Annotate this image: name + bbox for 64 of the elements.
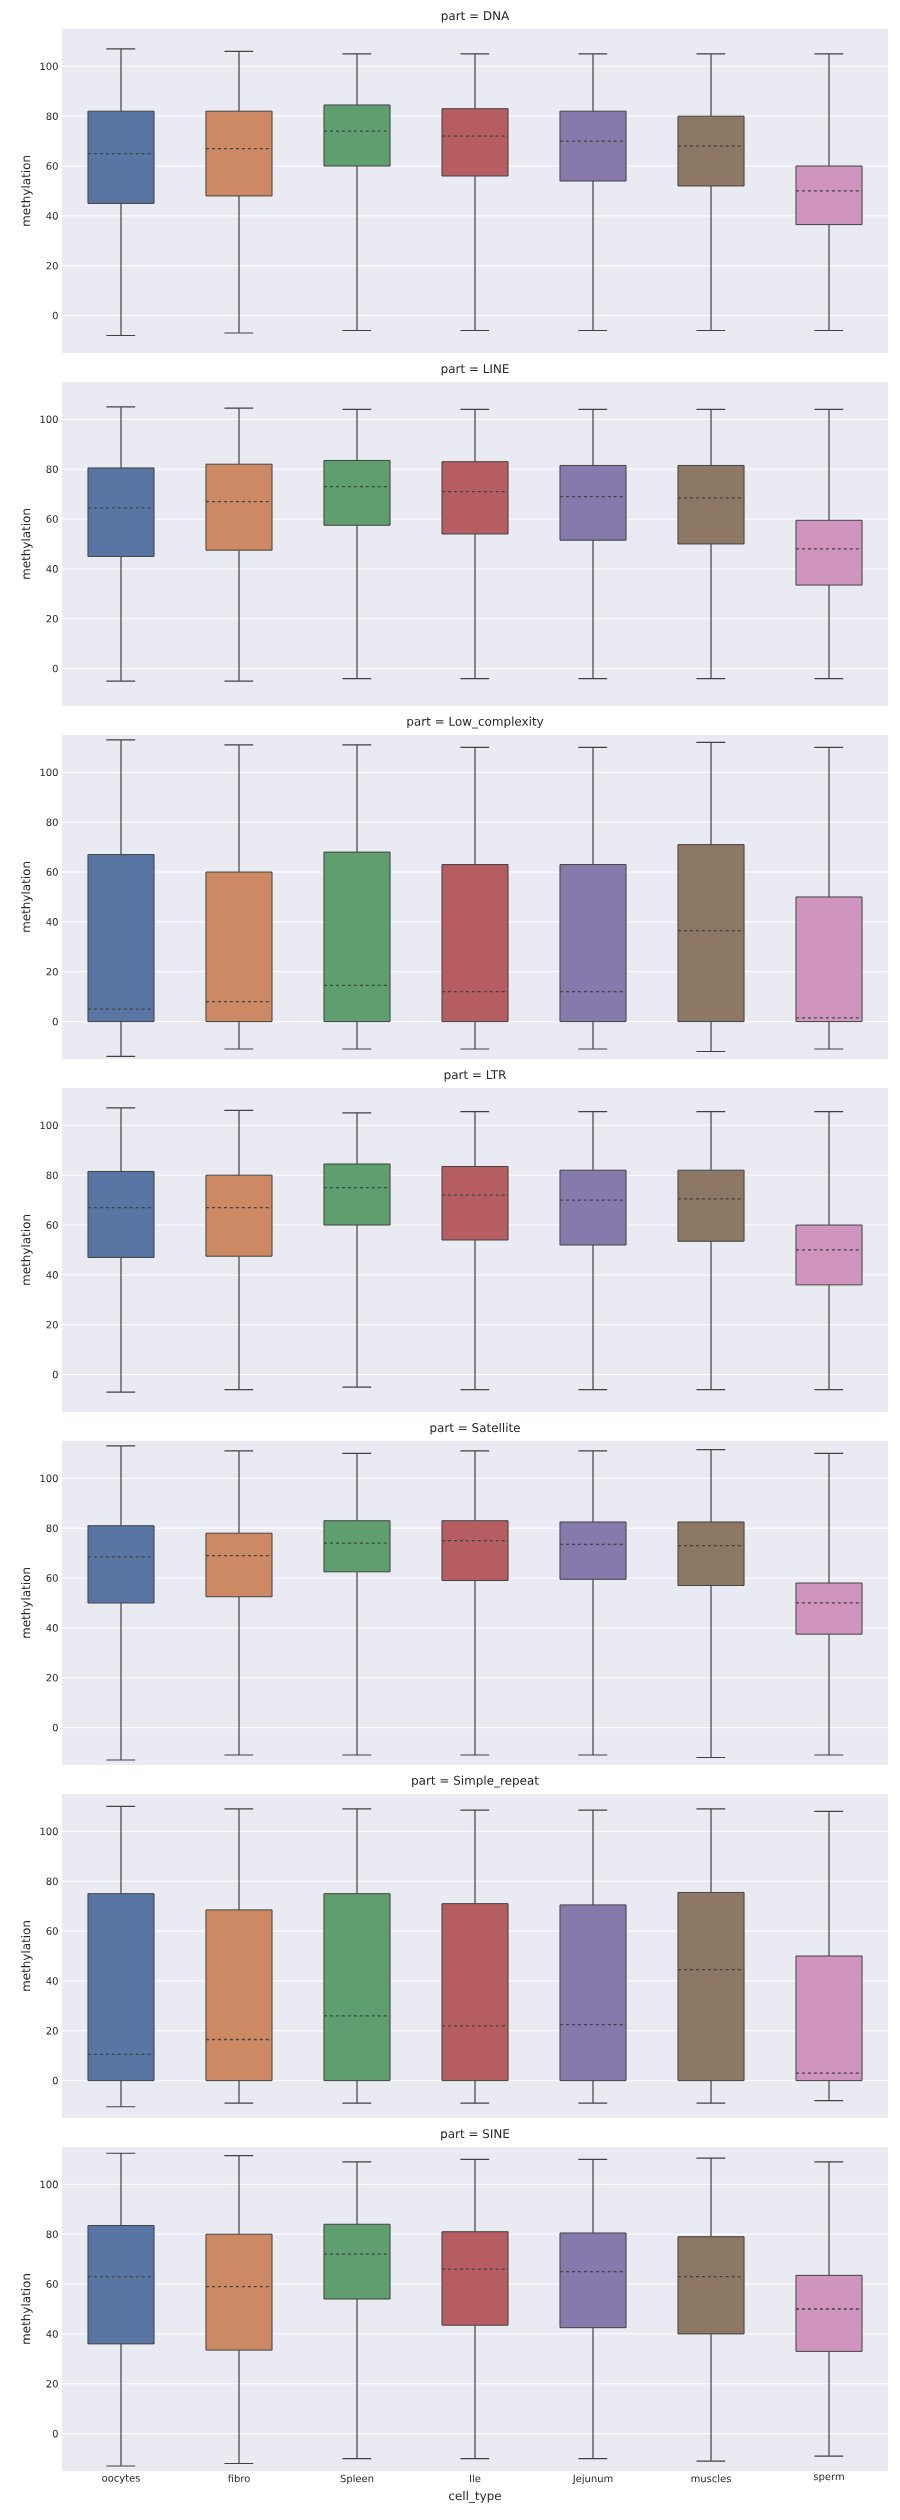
y-tick-label: 60 (46, 1221, 58, 1229)
chart-title: part = DNA (441, 11, 510, 23)
y-tick-label: 60 (46, 1927, 58, 1935)
y-tick-label: 100 (40, 1474, 58, 1483)
y-tick-label: 100 (40, 2180, 58, 2189)
y-tick-label: 40 (46, 565, 58, 573)
y-tick-label: 80 (46, 1877, 58, 1885)
chart-title: part = SINE (441, 2129, 510, 2141)
y-tick-label: 0 (52, 311, 58, 320)
x-tick-label: muscles (691, 2474, 731, 2483)
y-tick-label: 80 (46, 465, 58, 473)
chart-title: part = Low_complexity (407, 716, 544, 729)
y-axis-title: methylation (21, 2274, 33, 2344)
y-axis-title: methylation (21, 1215, 33, 1285)
y-tick-label: 100 (40, 768, 58, 777)
y-tick-label: 20 (46, 1320, 58, 1329)
y-tick-label: 0 (52, 664, 58, 673)
y-tick-label: 0 (52, 2429, 58, 2438)
y-tick-label: 20 (46, 261, 58, 270)
y-tick-label: 40 (46, 1624, 58, 1632)
y-tick-label: 80 (46, 1171, 58, 1179)
y-tick-label: 60 (46, 1574, 58, 1582)
chart-title: part = LINE (441, 364, 509, 376)
y-axis-title: methylation (21, 1921, 33, 1991)
y-tick-label: 60 (46, 2280, 58, 2288)
y-tick-label: 0 (52, 1370, 58, 1379)
y-tick-label: 80 (46, 1524, 58, 1532)
y-tick-label: 40 (46, 918, 58, 926)
y-tick-label: 100 (40, 1827, 58, 1836)
y-tick-label: 20 (46, 2026, 58, 2035)
y-tick-label: 0 (52, 1723, 58, 1732)
y-tick-label: 40 (46, 1271, 58, 1279)
x-tick-label: oocytes (102, 2474, 140, 2484)
y-tick-label: 20 (46, 967, 58, 976)
y-tick-label: 0 (52, 1017, 58, 1026)
y-tick-label: 80 (46, 2230, 58, 2238)
chart-title: part = Satellite (430, 1422, 520, 1435)
x-axis-title: cell_type (449, 2491, 502, 2503)
y-axis-title: methylation (21, 862, 33, 932)
y-tick-label: 100 (40, 1121, 58, 1130)
y-tick-label: 20 (46, 2379, 58, 2388)
y-tick-label: 20 (46, 1673, 58, 1682)
y-tick-label: 20 (46, 614, 58, 623)
chart-title: part = LTR (444, 1070, 507, 1082)
y-tick-label: 60 (46, 868, 58, 876)
x-tick-label: Ile (470, 2474, 481, 2483)
x-tick-label: sperm (813, 2474, 844, 2483)
y-tick-label: 80 (46, 112, 58, 120)
y-tick-label: 40 (46, 212, 58, 220)
y-tick-label: 100 (40, 62, 58, 71)
x-tick-label: Spleen (340, 2474, 374, 2485)
x-tick-label: Jejunum (572, 2474, 613, 2485)
y-tick-label: 60 (46, 162, 58, 170)
chart-title: part = Simple_repeat (412, 1775, 539, 1788)
y-tick-label: 100 (40, 415, 58, 424)
y-tick-label: 40 (46, 1977, 58, 1985)
y-tick-label: 80 (46, 818, 58, 826)
y-axis-title: methylation (21, 509, 33, 579)
y-tick-label: 60 (46, 515, 58, 523)
x-tick-label: fibro (227, 2474, 250, 2483)
y-axis-title: methylation (21, 1568, 33, 1638)
y-tick-label: 40 (46, 2330, 58, 2338)
y-tick-label: 0 (52, 2076, 58, 2085)
y-axis-title: methylation (21, 156, 33, 226)
